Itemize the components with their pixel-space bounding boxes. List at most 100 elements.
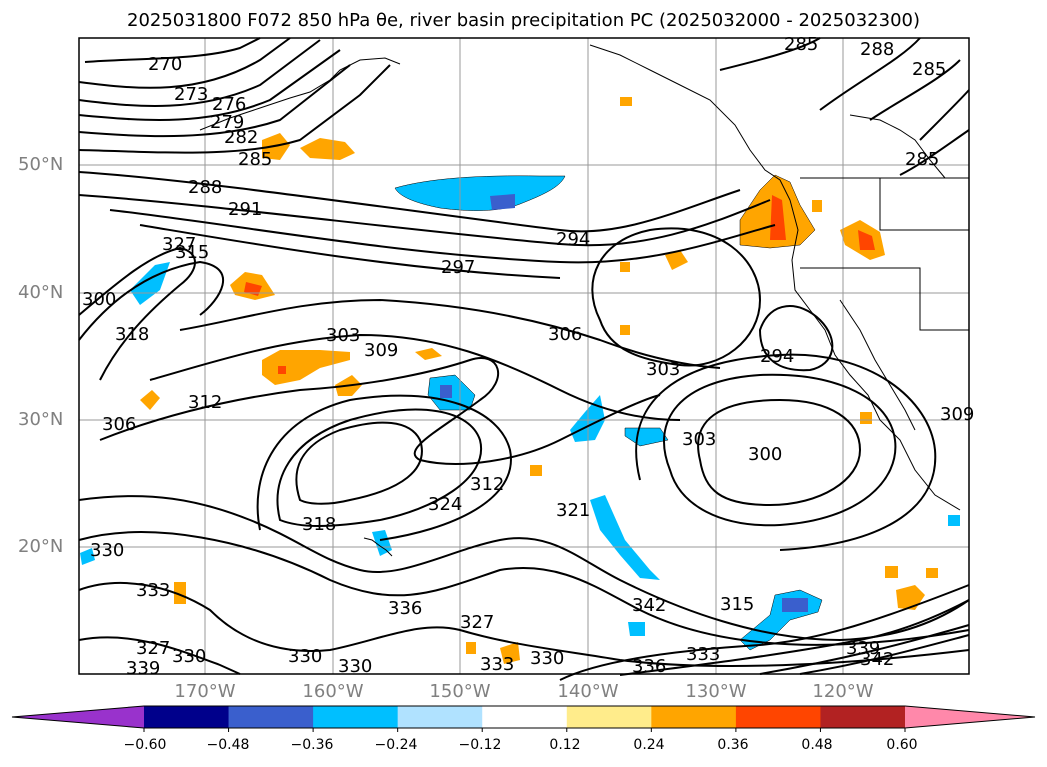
contour-label: 339 [126, 658, 160, 679]
lat-label: 50°N [18, 154, 64, 175]
precip-pos-core [858, 230, 875, 250]
lon-label: 140°W [557, 681, 619, 702]
colorbar-extend-min [12, 706, 144, 728]
colorbar-tick-label: −0.12 [458, 737, 502, 753]
colorbar-segment [651, 706, 737, 728]
contour-label: 318 [302, 514, 336, 535]
precip-pos-region [300, 138, 355, 160]
lon-label: 170°W [174, 681, 236, 702]
colorbar-segment [397, 706, 483, 728]
precip-neg-region [372, 530, 392, 556]
lon-label: 130°W [685, 681, 747, 702]
graticule [79, 38, 969, 674]
map-frame [78, 37, 970, 675]
precip-pos-region [500, 642, 520, 664]
precip-neg-region [590, 495, 660, 580]
colorbar-tick-label: −0.48 [206, 737, 250, 753]
precip-pos-region [620, 97, 632, 106]
precip-shading [80, 97, 960, 664]
precip-pos-region [665, 250, 688, 270]
contour-label: 282 [224, 127, 258, 148]
map-title: 2025031800 F072 850 hPa θe, river basin … [127, 10, 920, 31]
contour-label: 303 [646, 359, 680, 380]
colorbar-segment [820, 706, 906, 728]
colorbar-segment [566, 706, 652, 728]
contour-label: 336 [632, 656, 666, 677]
colorbar-tick-label: 0.60 [886, 737, 918, 753]
contour-label: 303 [682, 429, 716, 450]
theta-e-contours [78, 37, 970, 681]
precip-neg-core [440, 385, 452, 398]
contour-label: 303 [326, 325, 360, 346]
contour-label: 324 [428, 494, 462, 515]
precip-pos-region [620, 325, 630, 335]
precip-neg-core [782, 598, 808, 612]
contour-labels: 270 273 276 279 282 285 288 291 294 297 … [82, 34, 974, 679]
contour-label: 333 [686, 644, 720, 665]
precip-pos-region [530, 465, 542, 476]
contour-label: 270 [148, 54, 182, 75]
contour-label: 300 [748, 444, 782, 465]
contour-label: 279 [210, 112, 244, 133]
contour-label: 285 [238, 149, 272, 170]
colorbar-tick-label: −0.36 [290, 737, 334, 753]
precip-pos-region [926, 568, 938, 578]
precip-neg-region [394, 175, 566, 211]
lon-label: 160°W [302, 681, 364, 702]
contour-label: 312 [188, 392, 222, 413]
precip-pos-region [262, 350, 350, 385]
contour-label: 294 [556, 229, 590, 250]
contour-label: 330 [172, 646, 206, 667]
lat-label: 20°N [18, 536, 64, 557]
precip-pos-region [415, 348, 442, 360]
contour-label: 327 [460, 612, 494, 633]
contour-label: 288 [860, 39, 894, 60]
lon-label: 150°W [429, 681, 491, 702]
precip-pos-core [770, 195, 786, 240]
lat-label: 30°N [18, 409, 64, 430]
contour-label: 330 [90, 540, 124, 561]
contour-label: 318 [115, 324, 149, 345]
contour-label: 285 [912, 59, 946, 80]
colorbar-tick-label: −0.24 [374, 737, 418, 753]
precip-pos-region [860, 412, 872, 424]
contour-label: 291 [228, 199, 262, 220]
precip-pos-region [466, 642, 476, 654]
colorbar-segment [144, 706, 230, 728]
lat-label: 40°N [18, 282, 64, 303]
contour-label: 315 [175, 242, 209, 263]
precip-neg-region [80, 548, 95, 565]
contour-label: 273 [174, 84, 208, 105]
contour-label: 333 [480, 654, 514, 675]
contour-label: 306 [548, 324, 582, 345]
colorbar [11, 705, 1036, 732]
contour-label: 327 [162, 234, 196, 255]
contour-label: 309 [364, 340, 398, 361]
precip-pos-region [140, 390, 160, 410]
contour-label: 321 [556, 500, 590, 521]
contour-label: 309 [940, 404, 974, 425]
colorbar-tick-label: −0.60 [123, 737, 167, 753]
colorbar-tick-label: 0.36 [717, 737, 749, 753]
contour-label: 297 [441, 257, 475, 278]
colorbar-segment [482, 706, 568, 728]
colorbar-tick-label: 0.12 [549, 737, 581, 753]
contour-label: 336 [388, 598, 422, 619]
precip-neg-core [490, 194, 515, 210]
precip-pos-region [174, 582, 186, 604]
contour-label: 333 [136, 580, 170, 601]
colorbar-segment [228, 706, 314, 728]
contour-label: 276 [212, 94, 246, 115]
contour-label: 312 [470, 474, 504, 495]
contour-label: 342 [632, 595, 666, 616]
contour-label: 315 [720, 594, 754, 615]
contour-label: 342 [860, 649, 894, 670]
colorbar-segment [313, 706, 399, 728]
contour-label: 339 [846, 638, 880, 659]
contour-label: 330 [338, 656, 372, 677]
contour-label: 285 [784, 34, 818, 55]
precip-neg-region [948, 515, 960, 526]
contour-label: 330 [530, 648, 564, 669]
precip-pos-region [620, 262, 630, 272]
